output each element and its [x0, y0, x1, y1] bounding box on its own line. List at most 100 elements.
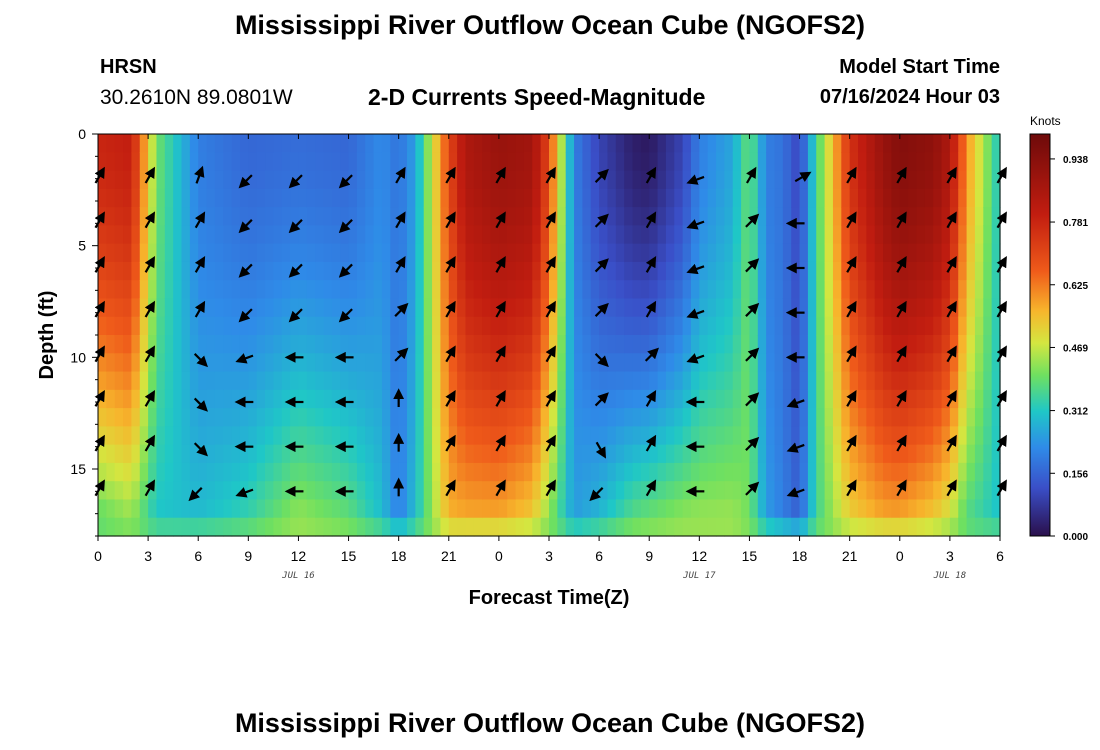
- heatmap-cell: [473, 170, 483, 190]
- heatmap-cell: [265, 371, 274, 391]
- heatmap-cell: [624, 408, 634, 427]
- heatmap-cell: [440, 371, 450, 391]
- heatmap-cell: [315, 517, 325, 537]
- heatmap-cell: [640, 426, 650, 446]
- heatmap-cell: [774, 408, 784, 427]
- heatmap-cell: [223, 225, 233, 245]
- heatmap-cell: [974, 280, 984, 300]
- heatmap-cell: [507, 462, 517, 482]
- heatmap-cell: [473, 481, 483, 501]
- heatmap-cell: [991, 170, 1001, 190]
- heatmap-cell: [624, 353, 634, 373]
- heatmap-cell: [123, 207, 133, 226]
- heatmap-cell: [540, 134, 550, 153]
- heatmap-cell: [557, 389, 567, 409]
- heatmap-cell: [665, 298, 675, 318]
- current-vector-arrow: [545, 256, 556, 273]
- heatmap-cell: [473, 426, 483, 446]
- heatmap-cell: [340, 462, 350, 482]
- heatmap-cell: [348, 188, 358, 208]
- heatmap-cell: [415, 499, 425, 519]
- heatmap-cell: [565, 499, 575, 519]
- heatmap-cell: [473, 188, 483, 208]
- heatmap-cell: [599, 243, 609, 263]
- heatmap-cell: [749, 280, 759, 300]
- heatmap-cell: [724, 499, 734, 519]
- heatmap-cell: [381, 462, 391, 482]
- heatmap-cell: [106, 389, 116, 409]
- heatmap-cell: [807, 426, 817, 446]
- heatmap-cell: [532, 134, 542, 153]
- heatmap-cell: [891, 134, 901, 153]
- heatmap-cell: [148, 134, 158, 153]
- heatmap-cell: [532, 188, 542, 208]
- heatmap-cell: [599, 335, 609, 354]
- current-vector-arrow: [495, 166, 506, 184]
- heatmap-cell: [256, 389, 266, 409]
- heatmap-cell: [933, 188, 943, 208]
- heatmap-cell: [974, 243, 984, 263]
- heatmap-cell: [507, 444, 517, 464]
- heatmap-cell: [841, 389, 851, 409]
- heatmap-cell: [841, 243, 851, 263]
- heatmap-cell: [331, 462, 341, 482]
- heatmap-cell: [432, 225, 442, 245]
- heatmap-cell: [373, 444, 383, 464]
- heatmap-cell: [874, 170, 884, 190]
- heatmap-cell: [98, 335, 107, 354]
- heatmap-cell: [832, 152, 842, 172]
- heatmap-cell: [991, 188, 1001, 208]
- heatmap-cell: [582, 134, 592, 153]
- heatmap-cell: [131, 408, 141, 427]
- heatmap-cell: [924, 462, 934, 482]
- heatmap-cell: [716, 207, 725, 226]
- heatmap-cell: [891, 207, 901, 226]
- heatmap-cell: [983, 261, 993, 281]
- heatmap-cell: [590, 207, 600, 226]
- heatmap-cell: [164, 170, 174, 190]
- heatmap-cell: [523, 335, 533, 354]
- heatmap-cell: [924, 225, 934, 245]
- heatmap-cell: [490, 389, 500, 409]
- heatmap-cell: [189, 298, 199, 318]
- heatmap-cell: [206, 261, 216, 281]
- heatmap-cell: [323, 170, 333, 190]
- heatmap-cell: [824, 134, 834, 153]
- heatmap-cell: [858, 134, 867, 153]
- heatmap-cell: [239, 499, 249, 519]
- heatmap-cell: [465, 389, 475, 409]
- heatmap-cell: [741, 134, 751, 153]
- heatmap-cell: [223, 261, 233, 281]
- heatmap-cell: [699, 316, 709, 336]
- heatmap-cell: [415, 389, 425, 409]
- heatmap-cell: [440, 280, 450, 300]
- current-vector-arrow: [846, 211, 857, 229]
- heatmap-cell: [557, 134, 567, 153]
- heatmap-cell: [164, 462, 174, 482]
- current-vector-arrow: [194, 165, 205, 184]
- heatmap-cell: [156, 170, 166, 190]
- heatmap-cell: [423, 134, 433, 153]
- heatmap-cell: [164, 517, 174, 537]
- heatmap-cell: [607, 371, 617, 391]
- heatmap-cell: [699, 335, 709, 354]
- heatmap-cell: [457, 298, 467, 318]
- heatmap-cell: [866, 462, 876, 482]
- current-vector-arrow: [686, 353, 705, 364]
- heatmap-cell: [331, 353, 341, 373]
- heatmap-cell: [724, 152, 734, 172]
- heatmap-cell: [640, 261, 650, 281]
- heatmap-cell: [933, 517, 943, 537]
- heatmap-cell: [732, 152, 742, 172]
- heatmap-cell: [549, 261, 558, 281]
- heatmap-cell: [373, 335, 383, 354]
- heatmap-cell: [348, 389, 358, 409]
- heatmap-cell: [615, 188, 625, 208]
- heatmap-cell: [665, 152, 675, 172]
- heatmap-cell: [106, 207, 116, 226]
- current-vector-arrow: [445, 166, 456, 184]
- heatmap-cell: [690, 225, 700, 245]
- heatmap-cell: [941, 335, 951, 354]
- heatmap-cell: [874, 134, 884, 153]
- heatmap-cell: [340, 389, 350, 409]
